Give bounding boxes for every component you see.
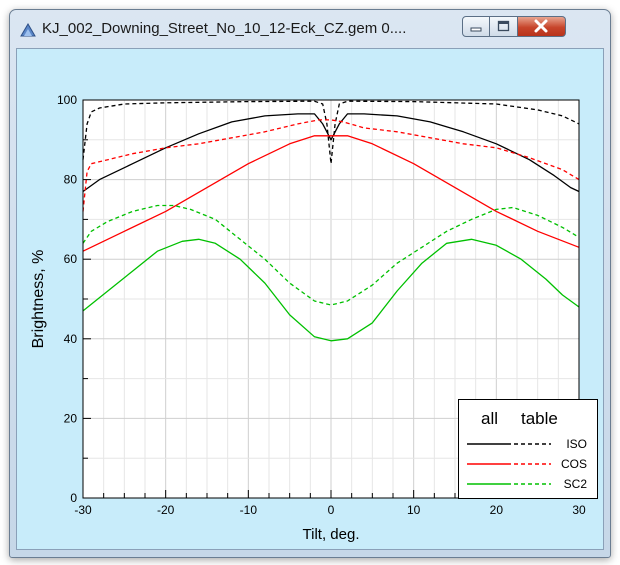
series-sc2-solid — [82, 238, 580, 342]
close-icon — [534, 19, 548, 33]
legend-label-sc2: SC2 — [563, 477, 587, 491]
legend-label-iso: ISO — [566, 437, 587, 451]
window-title: KJ_002_Downing_Street_No_10_12-Eck_CZ.ge… — [42, 20, 407, 37]
y-tick-label: 0 — [70, 491, 77, 505]
x-tick-label: -30 — [74, 503, 92, 517]
x-tick-label: 10 — [407, 503, 421, 517]
legend-header-table: table — [521, 409, 558, 428]
y-tick-label: 100 — [57, 93, 77, 107]
maximize-icon — [497, 20, 510, 32]
x-tick-label: 20 — [490, 503, 504, 517]
x-axis-label: Tilt, deg. — [303, 526, 360, 543]
app-icon[interactable] — [19, 21, 37, 39]
x-tick-label: 30 — [572, 503, 586, 517]
series-cos-solid — [82, 135, 580, 252]
minimize-button[interactable] — [462, 16, 490, 37]
legend: all table ISO COS SC2 — [458, 399, 598, 499]
y-tick-label: 60 — [64, 252, 78, 266]
minimize-icon — [470, 27, 482, 32]
title-bar[interactable]: KJ_002_Downing_Street_No_10_12-Eck_CZ.ge… — [10, 10, 610, 48]
series-cos-dashed — [82, 119, 580, 212]
series-iso-dashed — [82, 100, 580, 165]
legend-swatches — [467, 443, 551, 485]
application-window: KJ_002_Downing_Street_No_10_12-Eck_CZ.ge… — [9, 9, 611, 558]
y-tick-label: 80 — [64, 173, 78, 187]
close-button[interactable] — [518, 16, 566, 37]
x-tick-label: 0 — [328, 503, 335, 517]
y-tick-label: 40 — [64, 332, 78, 346]
series-iso-solid — [82, 113, 580, 193]
series-lines — [82, 100, 580, 342]
x-tick-label: -20 — [157, 503, 175, 517]
axis-ticks: -30 -20 -10 0 10 20 30 0 20 40 60 80 100 — [57, 93, 586, 517]
y-axis-label: Brightness, % — [30, 250, 47, 349]
legend-label-cos: COS — [560, 457, 587, 471]
series-sc2-dashed — [82, 204, 580, 306]
x-tick-label: -10 — [240, 503, 258, 517]
y-tick-label: 20 — [64, 411, 78, 425]
legend-header-all: all — [481, 409, 499, 428]
chart-area: -30 -20 -10 0 10 20 30 0 20 40 60 80 100 Tilt, deg. … — [16, 48, 604, 550]
maximize-button[interactable] — [490, 16, 518, 37]
